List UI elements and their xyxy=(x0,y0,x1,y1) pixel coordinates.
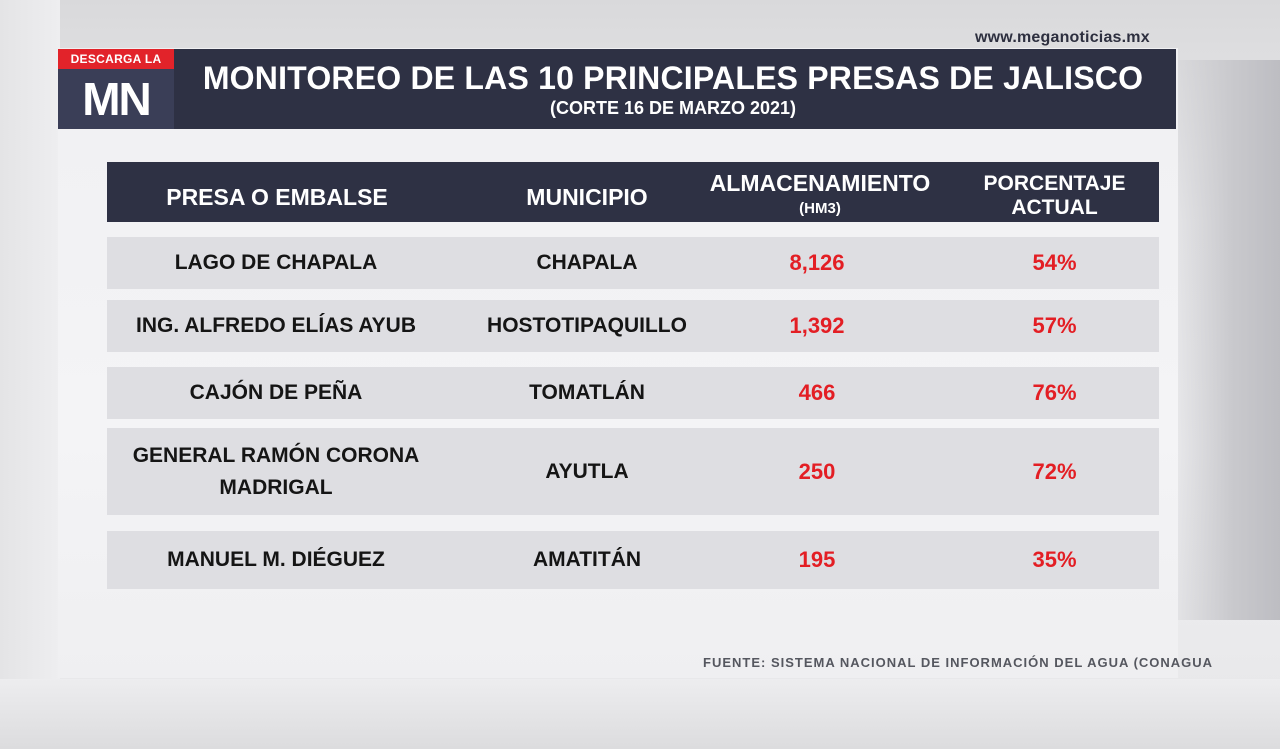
table-row: GENERAL RAMÓN CORONA MADRIGAL AYUTLA 250… xyxy=(107,428,1159,515)
cell-almacenamiento: 1,392 xyxy=(789,313,845,338)
background-left xyxy=(0,0,60,749)
cell-presa-line1: GENERAL RAMÓN CORONA xyxy=(132,443,420,467)
background-bottom xyxy=(0,679,1280,749)
column-header-presa: PRESA O EMBALSE xyxy=(166,184,388,210)
column-header-municipio: MUNICIPIO xyxy=(526,184,648,210)
logo-mark: MN xyxy=(58,69,174,129)
cell-porcentaje: 54% xyxy=(1032,250,1077,275)
table-row: LAGO DE CHAPALA CHAPALA 8,126 54% xyxy=(107,237,1159,289)
website-url: www.meganoticias.mx xyxy=(975,29,1150,46)
table-row: MANUEL M. DIÉGUEZ AMATITÁN 195 35% xyxy=(107,531,1159,589)
page-subtitle: (CORTE 16 DE MARZO 2021) xyxy=(549,98,797,118)
cell-municipio: HOSTOTIPAQUILLO xyxy=(487,314,687,337)
cell-presa: LAGO DE CHAPALA xyxy=(174,251,378,274)
header-bar xyxy=(58,49,1176,129)
column-header-almacenamiento-unit: (HM3) xyxy=(799,200,841,217)
cell-presa: CAJÓN DE PEÑA xyxy=(189,381,363,404)
cell-municipio: CHAPALA xyxy=(536,251,638,274)
cell-municipio: AYUTLA xyxy=(545,459,629,483)
cell-porcentaje: 76% xyxy=(1032,380,1077,405)
cell-presa: ING. ALFREDO ELÍAS AYUB xyxy=(135,314,417,337)
column-header-porcentaje: PORCENTAJE ACTUAL xyxy=(962,172,1147,220)
cell-municipio: AMATITÁN xyxy=(532,548,642,571)
cell-presa: GENERAL RAMÓN CORONA MADRIGAL xyxy=(107,440,445,504)
table-row: CAJÓN DE PEÑA TOMATLÁN 466 76% xyxy=(107,367,1159,419)
cell-municipio: TOMATLÁN xyxy=(529,381,645,404)
table-row: ING. ALFREDO ELÍAS AYUB HOSTOTIPAQUILLO … xyxy=(107,300,1159,352)
column-header-porcentaje-line1: PORCENTAJE xyxy=(983,172,1126,195)
logo[interactable]: DESCARGA LA APP MN xyxy=(58,49,174,129)
cell-presa: MANUEL M. DIÉGUEZ xyxy=(167,548,385,571)
cell-porcentaje: 72% xyxy=(1032,458,1077,484)
cell-almacenamiento: 8,126 xyxy=(789,250,845,275)
column-header-porcentaje-line2: ACTUAL xyxy=(1011,196,1098,219)
cell-almacenamiento: 195 xyxy=(798,547,836,572)
source-note: FUENTE: SISTEMA NACIONAL DE INFORMACIÓN … xyxy=(703,655,1214,670)
cell-almacenamiento: 250 xyxy=(798,458,836,484)
cell-presa-line2: MADRIGAL xyxy=(219,475,333,499)
column-header-almacenamiento: ALMACENAMIENTO xyxy=(709,170,931,196)
cell-almacenamiento: 466 xyxy=(798,380,836,405)
download-app-tag[interactable]: DESCARGA LA APP xyxy=(58,49,174,86)
page-title: MONITOREO DE LAS 10 PRINCIPALES PRESAS D… xyxy=(202,60,1144,96)
cell-porcentaje: 57% xyxy=(1032,313,1077,338)
table-header: PRESA O EMBALSE MUNICIPIO ALMACENAMIENTO… xyxy=(107,162,1159,222)
background-right xyxy=(1160,60,1280,620)
cell-porcentaje: 35% xyxy=(1032,547,1077,572)
